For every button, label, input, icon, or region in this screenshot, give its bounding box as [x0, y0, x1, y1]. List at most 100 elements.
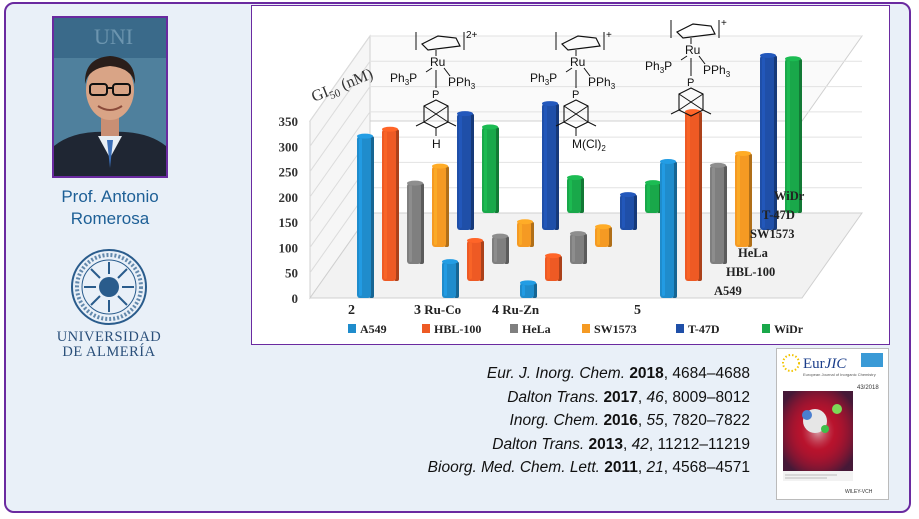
tail-label: H — [432, 137, 441, 151]
legend-label: T-47D — [688, 322, 720, 336]
depth-axis-label: HeLa — [738, 246, 769, 260]
x-category-label: 5 — [634, 303, 641, 318]
bar-widr-cat-1 — [567, 175, 584, 213]
legend-swatch — [762, 324, 770, 333]
bar-a549-cat-2 — [520, 280, 537, 298]
speaker-name-line1: Prof. Antonio — [61, 187, 159, 206]
reference-pages: , 4684–4688 — [663, 365, 750, 382]
metal-label: Ru — [570, 55, 585, 69]
bar-hbl-100-cat-1 — [467, 238, 484, 281]
reference-journal: Eur. J. Inorg. Chem. — [486, 365, 630, 382]
legend-item-a549: A549 — [348, 322, 387, 336]
charge-label: + — [606, 30, 612, 41]
bar-t-47d-cat-3 — [760, 53, 777, 231]
x-category-number: 4 — [492, 303, 499, 318]
reference-item: Eur. J. Inorg. Chem. 2018, 4684–4688 — [300, 362, 750, 386]
cover-subtitle: European Journal of Inorganic Chemistry — [803, 372, 876, 377]
reference-pages: , 7820–7822 — [663, 412, 750, 429]
chart-legend: A549 HBL-100 HeLa SW1573 T-47D WiDr — [348, 322, 804, 336]
reference-pages: , 8009–8012 — [663, 388, 750, 406]
legend-label: HBL-100 — [434, 322, 481, 336]
reference-volume: 55 — [646, 412, 664, 429]
university-name: UNIVERSIDAD DE ALMERÍA — [44, 330, 174, 360]
reference-item: Dalton Trans. 2013, 42, 11212–11219 — [492, 435, 750, 453]
ligand-right: PPh3 — [588, 75, 616, 91]
y-tick-label: 350 — [279, 114, 299, 129]
reference-journal: Bioorg. Med. Chem. Lett. — [427, 459, 605, 476]
x-category-number: 2 — [348, 303, 355, 318]
legend-swatch — [676, 324, 684, 333]
university-seal-logo — [71, 249, 147, 325]
reference-journal: Dalton Trans. — [492, 435, 589, 453]
gridline-left — [309, 111, 371, 198]
legend-label: SW1573 — [594, 322, 637, 336]
gi50-bar-chart: 350 300 250 200 150 100 50 0 2 3 Ru-Co 4 Ru-Zn 5 A… — [279, 18, 863, 336]
reference-volume: 21 — [646, 459, 664, 476]
gridline-left — [309, 60, 371, 147]
reference-list: Eur. J. Inorg. Chem. 2018, 4684–4688 Dalt… — [300, 362, 750, 480]
journal-cover: EurJIC European Journal of Inorganic Che… — [776, 348, 889, 500]
charge-label: + — [721, 18, 727, 29]
legend-swatch — [582, 324, 590, 333]
reference-journal: Inorg. Chem. — [509, 412, 604, 429]
legend-swatch — [422, 324, 430, 333]
legend-swatch — [348, 324, 356, 333]
bar-hela-cat-0 — [407, 180, 424, 264]
reference-volume: 42 — [631, 435, 649, 453]
cover-publisher: WILEY-VCH — [845, 489, 873, 495]
bridge-label: P — [687, 77, 694, 89]
reference-year: 2018 — [629, 365, 664, 382]
bar-hela-cat-3 — [710, 162, 727, 264]
depth-axis-label: SW1573 — [750, 227, 794, 241]
speaker-name-line2: Romerosa — [70, 209, 150, 228]
ligand-left: Ph3P — [645, 59, 672, 75]
charge-label: 2+ — [466, 30, 478, 41]
x-category-number: 5 — [634, 303, 641, 318]
legend-item-hela: HeLa — [510, 322, 551, 336]
chart-panel: 350 300 250 200 150 100 50 0 2 3 Ru-Co 4 Ru-Zn 5 A… — [251, 5, 890, 345]
bar-hbl-100-cat-2 — [545, 253, 562, 281]
reference-item: Inorg. Chem. 2016, 55, 7820–7822 — [509, 412, 750, 429]
ligand-right: PPh3 — [703, 63, 731, 79]
metal-label: Ru — [685, 43, 700, 57]
depth-axis-labels: A549 HBL-100 HeLa SW1573 T-47D WiDr — [714, 189, 805, 298]
bar-widr-cat-0 — [482, 124, 499, 213]
legend-label: A549 — [360, 322, 387, 336]
legend-label: WiDr — [774, 322, 804, 336]
gridline-left — [309, 35, 371, 122]
tail-label: M(Cl)2 — [572, 137, 606, 153]
bar-sw1573-cat-2 — [595, 224, 612, 247]
y-axis-ticks: 350 300 250 200 150 100 50 0 — [279, 114, 299, 306]
ligand-left: Ph3P — [390, 71, 417, 87]
reference-journal: Dalton Trans. — [507, 388, 604, 406]
legend-item-hbl-100: HBL-100 — [422, 322, 481, 336]
structure-3: + Ru Ph3P PPh3 P — [645, 18, 731, 117]
y-tick-label: 250 — [279, 165, 299, 180]
reference-year: 2011 — [604, 459, 638, 476]
chart-bars — [357, 53, 802, 298]
journal-cover-illustration: EurJIC European Journal of Inorganic Che… — [777, 349, 888, 499]
cover-logo: EurJIC — [803, 356, 847, 372]
legend-item-t-47d: T-47D — [676, 322, 720, 336]
university-name-line1: UNIVERSIDAD — [56, 329, 162, 345]
cover-issue: 43/2018 — [857, 385, 879, 391]
gridline-left — [309, 86, 371, 172]
depth-axis-label: T-47D — [762, 208, 795, 222]
bar-sw1573-cat-1 — [517, 219, 534, 247]
bar-hela-cat-1 — [492, 233, 509, 264]
bar-t-47d-cat-1 — [542, 101, 559, 230]
reference-year: 2016 — [603, 412, 638, 429]
structure-1: 2+ Ru Ph3P PPh3 P H — [390, 30, 478, 151]
bar-sw1573-cat-3 — [735, 150, 752, 247]
bridge-label: P — [572, 89, 579, 101]
x-category-label: 3 Ru-Co — [414, 302, 461, 318]
reference-year: 2013 — [588, 435, 623, 453]
bridge-label: P — [432, 89, 439, 101]
bar-widr-cat-2 — [645, 180, 662, 213]
y-tick-label: 50 — [285, 266, 298, 281]
portrait-photo: UNI — [52, 16, 168, 178]
speaker-name: Prof. Antonio Romerosa — [30, 186, 190, 230]
reference-year: 2017 — [603, 388, 638, 406]
reference-volume: 46 — [646, 388, 664, 406]
bar-widr-cat-3 — [785, 56, 802, 213]
